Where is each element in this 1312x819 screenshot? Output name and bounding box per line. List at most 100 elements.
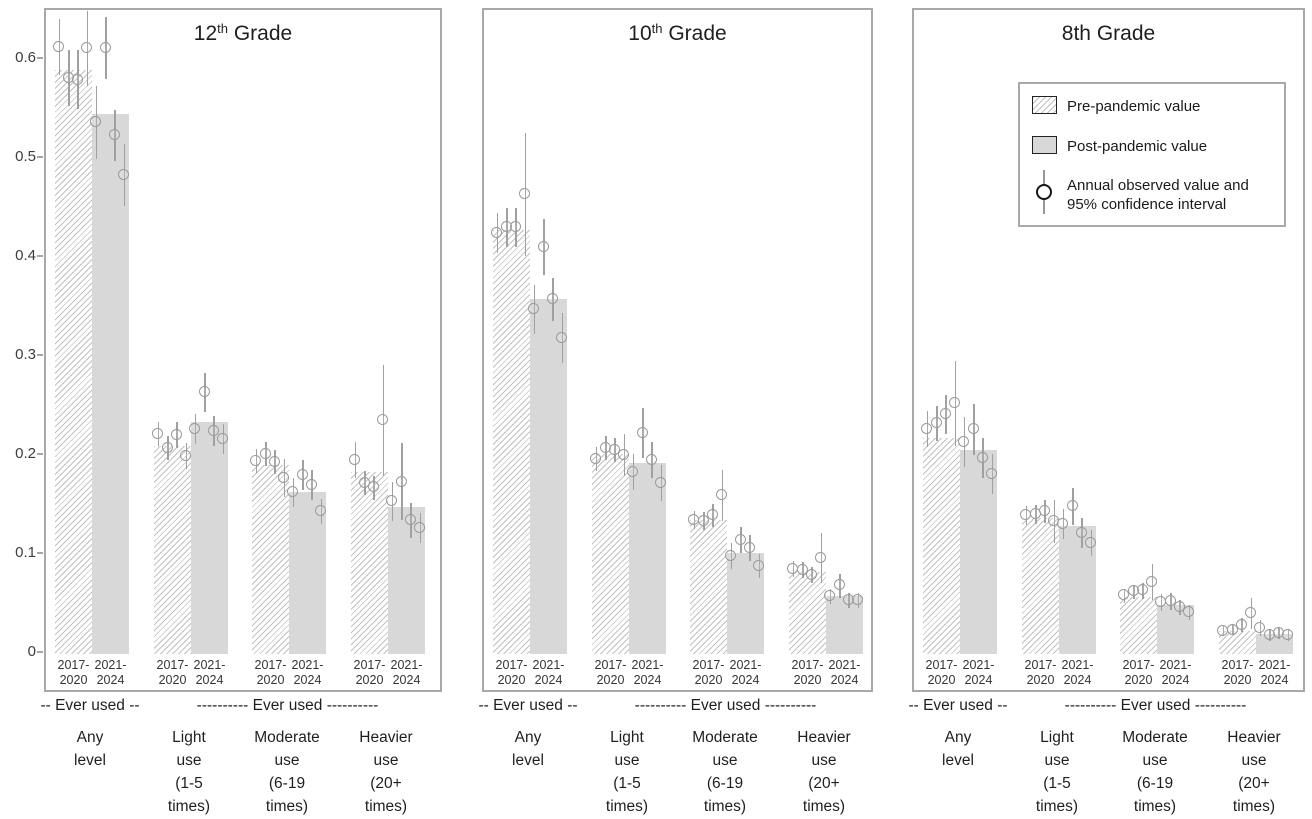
pre-pandemic-bar [789, 571, 826, 654]
observed-value-point [833, 579, 845, 591]
category-label: Any level [942, 729, 974, 769]
ever-used-levels-span-label: ---------- Ever used ---------- [634, 697, 817, 714]
y-tick-mark [37, 453, 43, 455]
observed-value-point [1075, 527, 1087, 539]
post-pandemic-bar [92, 114, 129, 654]
x-tick-label: 2017- 2020 [1221, 658, 1254, 687]
observed-value-point [491, 227, 503, 239]
observed-value-point [636, 427, 648, 439]
y-tick-label: 0.4 [15, 247, 36, 264]
observed-value-point [753, 559, 765, 571]
observed-value-point [1226, 624, 1238, 636]
observed-value-point [743, 541, 755, 553]
x-tick-label: 2017- 2020 [254, 658, 287, 687]
x-tick-label: 2021- 2024 [532, 658, 565, 687]
panel-title: 12th Grade [46, 21, 440, 46]
y-tick-mark [37, 255, 43, 257]
pre-pandemic-bar [690, 520, 727, 654]
x-tick-label: 2017- 2020 [495, 658, 528, 687]
y-tick-label: 0.5 [15, 148, 36, 165]
x-tick-label: 2021- 2024 [291, 658, 324, 687]
observed-value-point [1085, 536, 1097, 548]
observed-value-point [1057, 518, 1069, 530]
observed-value-point [655, 476, 667, 488]
panel-10th-grade: 10th Grade 2017- 2020 2021- 2024 2017- 2020… [482, 8, 873, 692]
y-tick-label: 0.1 [15, 544, 36, 561]
category-label: Light use (1-5 times) [605, 729, 649, 815]
y-tick-label: 0.2 [15, 445, 36, 462]
observed-value-point [958, 435, 970, 447]
observed-value-point [939, 408, 951, 420]
category-label: Heavier use (20+ times) [797, 729, 851, 815]
category-label: Any level [512, 729, 544, 769]
legend-annual-label: Annual observed value and 95% confidence… [1067, 177, 1249, 213]
x-tick-label: 2021- 2024 [962, 658, 995, 687]
post-pandemic-bar [629, 462, 666, 654]
observed-value-point [367, 481, 379, 493]
x-tick-label: 2021- 2024 [193, 658, 226, 687]
panel-title: 8th Grade [914, 22, 1303, 46]
observed-value-point [618, 448, 630, 460]
observed-value-point [734, 533, 746, 545]
observed-value-point [976, 451, 988, 463]
annual-value-marker-circle-icon [1036, 184, 1052, 200]
pre-pandemic-bar [592, 454, 629, 654]
observed-value-point [697, 515, 709, 527]
x-tick-label: 2021- 2024 [94, 658, 127, 687]
y-tick-mark [37, 156, 43, 158]
observed-value-point [53, 40, 65, 52]
ever-used-any-span-label: -- Ever used -- [40, 697, 140, 714]
y-tick-mark [37, 354, 43, 356]
legend-pre-label: Pre-pandemic value [1067, 98, 1201, 115]
ever-used-any-span-label: -- Ever used -- [908, 697, 1008, 714]
observed-value-point [1254, 622, 1266, 634]
observed-value-point [81, 41, 93, 53]
observed-value-point [986, 467, 998, 479]
pre-pandemic-bar [252, 464, 289, 654]
post-pandemic-swatch-icon [1032, 136, 1057, 154]
pre-pandemic-bar [923, 438, 960, 654]
panel-title-rest: Grade [662, 22, 727, 45]
post-pandemic-bar [960, 450, 997, 654]
observed-value-point [161, 441, 173, 453]
observed-value-point [1066, 500, 1078, 512]
y-tick-label: 0.3 [15, 346, 36, 363]
x-tick-label: 2021- 2024 [729, 658, 762, 687]
observed-value-point [796, 563, 808, 575]
pre-pandemic-bar [1120, 596, 1157, 654]
observed-value-point [305, 478, 317, 490]
observed-value-point [1146, 575, 1158, 587]
observed-value-point [287, 486, 299, 498]
category-label: Moderate use (6-19 times) [692, 729, 758, 815]
observed-value-point [250, 454, 262, 466]
x-tick-label: 2021- 2024 [631, 658, 664, 687]
y-tick-mark [37, 552, 43, 554]
observed-value-point [852, 594, 864, 606]
panel-title-rest: Grade [228, 22, 293, 45]
observed-value-point [949, 397, 961, 409]
pre-pandemic-bar [55, 69, 92, 654]
y-tick-mark [37, 57, 43, 59]
observed-value-point [590, 452, 602, 464]
pre-pandemic-bar [493, 230, 530, 654]
observed-value-point [278, 471, 290, 483]
observed-value-point [349, 453, 361, 465]
observed-value-point [90, 116, 102, 128]
category-label: Heavier use (20+ times) [1227, 729, 1281, 815]
observed-value-point [805, 568, 817, 580]
category-label: Moderate use (6-19 times) [254, 729, 320, 815]
post-pandemic-bar [289, 491, 326, 654]
observed-value-point [414, 522, 426, 534]
observed-value-point [1282, 628, 1294, 640]
observed-value-point [1245, 607, 1257, 619]
observed-value-point [528, 303, 540, 315]
x-tick-label: 2021- 2024 [390, 658, 423, 687]
category-label: Any level [74, 729, 106, 769]
panel-title-superscript: th [217, 21, 228, 36]
panel-title: 10th Grade [484, 21, 871, 46]
x-tick-label: 2021- 2024 [828, 658, 861, 687]
panel-8th-grade: 8th Grade 2017- 2020 2021- 2024 2017- 2020 2… [912, 8, 1305, 692]
observed-value-point [296, 468, 308, 480]
ever-used-levels-span-label: ---------- Ever used ---------- [196, 697, 379, 714]
x-tick-label: 2017- 2020 [353, 658, 386, 687]
